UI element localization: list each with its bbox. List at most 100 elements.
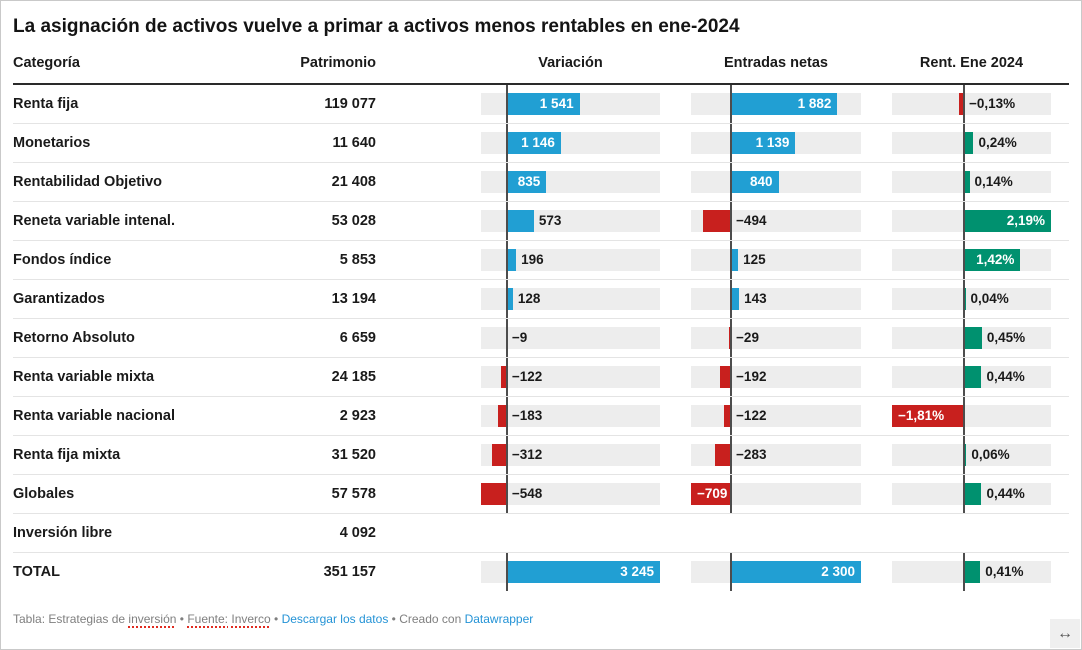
bar-value-label: 3 245 [620,564,654,579]
table-row: Renta fija 119 077 1 541 1 882 −0,13% [13,85,1069,123]
bar-value-label: 2 300 [821,564,855,579]
footer-credits: Tabla: Estrategias de inversión • Fuente… [13,591,1069,627]
bar-value-label: 1 146 [521,135,555,150]
entradas-bar-cell [691,514,861,552]
table-row: Monetarios 11 640 1 146 1 139 0,24% [13,123,1069,162]
bar-value-label: 125 [743,252,766,267]
value-bar [501,366,507,388]
patrimonio-value: 13 194 [331,291,376,307]
download-data-link[interactable]: Descargar [281,612,337,626]
zero-axis-line [730,85,733,123]
value-bar [963,444,967,466]
bar-track [691,405,861,427]
rent-bar-cell: 2,19% [892,202,1051,240]
variacion-bar-cell: 835 [481,163,660,201]
variacion-bar-cell: −548 [481,475,660,513]
patrimonio-value: 24 185 [331,369,376,385]
category-label: Renta fija mixta [13,447,121,463]
bar-track [691,366,861,388]
resize-handle-icon[interactable]: ↔ [1050,619,1080,648]
bar-value-label: 196 [521,252,544,267]
bar-track [691,288,861,310]
zero-axis-line [505,436,508,474]
value-bar [506,132,561,154]
bar-value-label: 128 [517,291,541,306]
patrimonio-value: 57 578 [331,486,376,502]
variacion-bar-cell: 3 245 [481,553,660,591]
value-bar [731,171,779,193]
patrimonio-value: 2 923 [339,408,376,424]
footer-text: • [270,612,282,626]
column-header-categoria: Categoría [13,55,80,71]
entradas-bar-cell: −122 [691,397,861,435]
category-label: Renta fija [13,96,79,112]
bar-value-label: 2,19% [1006,213,1045,228]
value-bar [963,210,1051,232]
entradas-bar-cell: 2 300 [691,553,861,591]
download-data-link[interactable]: los datos [336,612,389,626]
value-bar [498,405,507,427]
variacion-bar-cell: 196 [481,241,660,279]
zero-axis-line [730,124,733,162]
bar-value-label: 835 [517,174,541,189]
footer-text: inversión [128,612,177,626]
table-row: Garantizados 13 194 128 143 0,04% [13,279,1069,318]
bar-track [892,288,1051,310]
footer-text: Creado con [399,612,465,626]
datawrapper-link[interactable]: Datawrapper [464,612,534,626]
rent-bar-cell [892,514,1051,552]
bar-track [481,366,660,388]
patrimonio-value: 31 520 [331,447,376,463]
table-row: Reneta variable intenal. 53 028 573 −494… [13,201,1069,240]
bar-value-label: 0,44% [986,369,1025,384]
bar-track [481,249,660,271]
bar-track [481,405,660,427]
bar-value-label: −29 [736,330,759,345]
rent-bar-cell: 0,45% [892,319,1051,357]
value-bar [724,405,732,427]
bar-value-label: −9 [511,330,528,345]
value-bar [958,93,964,115]
value-bar [506,210,534,232]
category-label: Garantizados [13,291,105,307]
rent-bar-cell: 0,04% [892,280,1051,318]
value-bar [731,561,861,583]
zero-axis-line [730,319,733,357]
bar-value-label: 0,04% [970,291,1009,306]
footer-text: Fuente: [187,612,229,626]
entradas-bar-cell: 143 [691,280,861,318]
bar-value-label: 143 [744,291,767,306]
rent-bar-cell: 0,41% [892,553,1051,591]
bar-value-label: −494 [736,213,767,228]
value-bar [731,288,740,310]
variacion-bar-cell [481,514,660,552]
bar-value-label: 573 [538,213,562,228]
value-bar [963,327,982,349]
rent-bar-cell: 0,24% [892,124,1051,162]
footer-text: • [388,612,400,626]
chart-title: La asignación de activos vuelve a primar… [13,16,740,37]
zero-axis-line [730,280,733,318]
rent-bar-cell: −1,81% [892,397,1051,435]
bar-value-label: 1 541 [539,96,574,111]
zero-axis-line [730,202,733,240]
zero-axis-line [962,436,965,474]
bar-value-label: −312 [511,447,543,462]
footer-text: • [176,612,188,626]
bar-value-label: −548 [511,486,543,501]
bar-track [691,210,861,232]
table-row: Renta fija mixta 31 520 −312 −283 0,06% [13,435,1069,474]
rent-bar-cell: 0,44% [892,358,1051,396]
zero-axis-line [505,397,508,435]
entradas-bar-cell: 840 [691,163,861,201]
patrimonio-value: 6 659 [339,330,376,346]
variacion-bar-cell: 573 [481,202,660,240]
zero-axis-line [505,124,508,162]
value-bar [506,249,517,271]
rent-bar-cell: 0,44% [892,475,1051,513]
entradas-bar-cell: −283 [691,436,861,474]
value-bar [506,288,513,310]
entradas-bar-cell: 1 882 [691,85,861,123]
bar-track [691,483,861,505]
